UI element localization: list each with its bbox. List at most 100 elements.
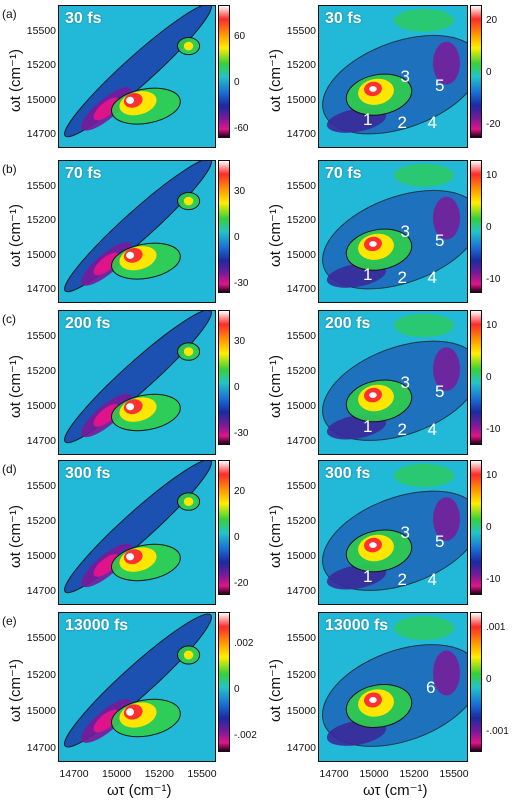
right-xlabel: ωτ (cm⁻¹) [363,782,428,799]
time-label: 30 fs [65,10,102,27]
left-xtick: 15500 [187,768,217,780]
peak-label: 1 [363,566,373,586]
right-ytick: 15500 [286,25,316,37]
left-ytick: 15500 [26,25,56,37]
right-colorbar-tick: 10 [486,320,498,331]
contour-blob [433,650,460,696]
right-ylabel: ωt (cm⁻¹) [267,354,284,418]
left-colorbar-tick: 0 [234,232,240,243]
right-colorbar [470,5,482,138]
left-colorbar-tick: 0 [234,77,240,88]
left-panel: 200 fs [58,310,216,455]
right-ytick: 14700 [286,585,316,597]
left-ytick: 14700 [26,585,56,597]
time-label: 30 fs [325,10,362,27]
right-colorbar-tick: 10 [486,170,498,181]
time-label: 70 fs [325,165,362,182]
right-ytick: 15500 [286,632,316,644]
peak-label: 2 [397,569,407,589]
row-label: (e) [2,614,17,628]
left-panel: 70 fs [58,160,216,303]
contour-blob [93,554,120,577]
contour-blob [369,542,377,548]
right-panel-map [321,616,467,747]
row-label: (d) [2,462,17,476]
contour-blob [394,8,454,32]
right-ylabel: ωt (cm⁻¹) [267,203,284,267]
contour-blob [369,86,377,92]
right-panel-map [322,313,467,441]
left-colorbar [218,310,230,445]
right-ytick: 14700 [286,742,316,754]
left-panel-map [64,6,212,138]
right-panel-map [322,463,467,591]
contour-blob [126,708,135,716]
right-ytick: 15200 [286,59,316,72]
right-ytick: 15000 [286,550,316,562]
right-colorbar [470,460,482,595]
right-colorbar-tick: 0 [486,522,492,533]
left-ytick: 15200 [26,668,56,681]
left-colorbar-tick: 60 [234,31,246,42]
left-panel-map [64,311,212,444]
peak-label: 6 [426,678,436,697]
right-ytick: 15500 [286,480,316,492]
peak-label: 2 [397,113,407,133]
time-label: 13000 fs [65,617,129,634]
left-colorbar-tick: -.002 [234,730,257,741]
left-ytick: 15200 [26,365,56,377]
left-ytick: 15200 [26,59,56,72]
right-ytick: 15200 [286,365,316,377]
peak-label: 5 [435,230,445,250]
contour-blob [126,96,135,104]
right-colorbar-tick: 0 [486,674,492,685]
peak-label: 5 [435,532,445,552]
left-ytick: 15500 [26,330,56,342]
right-colorbar-tick: 0 [486,372,492,383]
peak-label: 2 [397,419,407,439]
contour-blob [93,404,120,427]
contour-blob [433,41,460,85]
contour-blob [394,616,454,640]
peak-label: 3 [400,222,410,242]
left-ytick: 15000 [26,248,56,261]
contour-blob [394,313,454,338]
contour-blob [433,196,460,240]
right-xtick: 15000 [359,768,389,780]
right-colorbar-tick: -10 [486,574,501,585]
right-colorbar-tick: 20 [486,15,498,26]
left-ytick: 14700 [26,128,56,140]
time-label: 13000 fs [325,617,389,634]
right-colorbar [470,612,482,752]
left-colorbar [218,5,230,138]
right-colorbar-tick: -10 [486,274,501,285]
right-xtick: 14700 [319,768,349,780]
left-ylabel: ωt (cm⁻¹) [7,504,24,568]
contour-blob [183,650,194,660]
right-panel: 13000 fs [318,612,468,762]
left-ylabel: ωt (cm⁻¹) [7,659,24,722]
contour-blob [433,497,460,541]
right-ytick: 15500 [286,330,316,342]
contour-blob [369,241,377,247]
contour-blob [183,196,194,206]
right-ytick: 15000 [286,248,316,261]
right-ytick: 15200 [286,515,316,527]
contour-blob [183,347,194,356]
right-panel-map [322,163,467,290]
time-label: 200 fs [325,315,371,332]
right-colorbar-tick: 0 [486,67,492,78]
contour-blob [126,251,135,259]
left-ytick: 14700 [26,435,56,447]
right-colorbar-tick: -20 [486,119,501,130]
right-ylabel: ωt (cm⁻¹) [267,504,284,568]
left-ytick: 15000 [26,705,56,718]
contour-blob [126,553,135,561]
left-colorbar-tick: 30 [234,186,246,197]
right-ytick: 14700 [286,128,316,140]
right-xtick: 15200 [399,768,429,780]
left-colorbar-tick: -30 [234,278,249,289]
left-ytick: 15000 [26,550,56,562]
peak-label: 1 [363,265,373,285]
right-ytick: 15200 [286,214,316,227]
